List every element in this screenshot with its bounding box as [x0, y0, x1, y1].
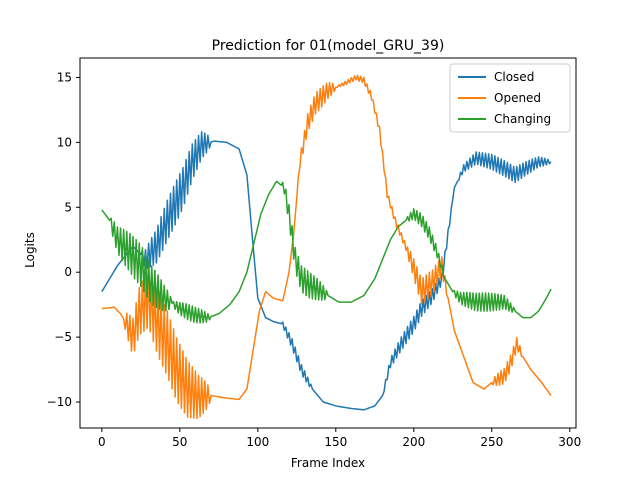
x-tick-label: 250: [480, 435, 503, 449]
series-line-opened: [101, 74, 552, 420]
axes-layer: 0 50 100 150 200 250 300 −10 −5 0 5 10 15: [47, 57, 581, 449]
x-tick-label: 200: [402, 435, 425, 449]
x-tick-label: 50: [172, 435, 187, 449]
y-tick-label: −5: [54, 330, 72, 344]
x-tick-label: 150: [324, 435, 347, 449]
legend-label-changing: Changing: [494, 112, 551, 126]
y-tick-label: 10: [57, 135, 72, 149]
series-layer: [101, 74, 552, 420]
legend-label-opened: Opened: [494, 91, 541, 105]
legend-box: [449, 63, 571, 133]
x-tick-label: 300: [558, 435, 581, 449]
legend-label-closed: Closed: [494, 70, 534, 84]
y-tick-label: 5: [64, 200, 72, 214]
series-line-changing: [101, 180, 552, 324]
legend: Closed Opened Changing: [449, 63, 571, 133]
x-tick-label: 100: [246, 435, 269, 449]
series-line-closed: [101, 130, 552, 411]
chart-title: Prediction for 01(model_GRU_39): [212, 38, 445, 54]
plot-frame: [79, 57, 577, 429]
y-tick-label: −10: [47, 395, 72, 409]
x-tick-label: 0: [98, 435, 106, 449]
x-axis-title: Frame Index: [291, 456, 365, 470]
y-tick-label: 15: [57, 70, 72, 84]
y-axis-title: Logits: [23, 232, 37, 268]
y-tick-label: 0: [64, 265, 72, 279]
